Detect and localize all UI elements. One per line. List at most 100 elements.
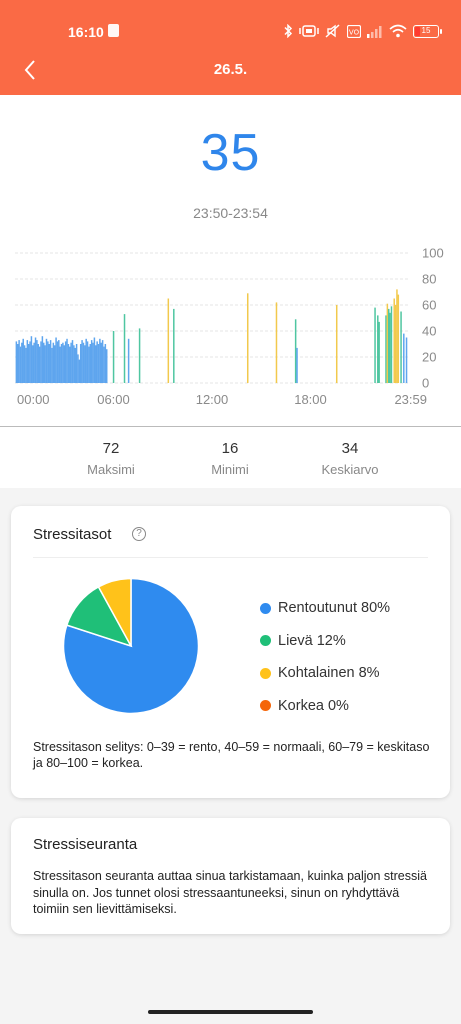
- status-time: 16:10: [68, 24, 104, 40]
- volte-icon: VO: [347, 24, 361, 38]
- chart-bar: [33, 342, 35, 383]
- chart-bar: [45, 338, 48, 383]
- chart-bar: [123, 314, 126, 383]
- chart-bar: [99, 338, 101, 383]
- chart-bar: [25, 347, 27, 383]
- x-tick-label: 23:59: [394, 392, 427, 407]
- chart-bar: [92, 342, 94, 383]
- y-tick-label: 60: [422, 298, 436, 313]
- stress-scale-note: Stressitason selitys: 0–39 = rento, 40–5…: [33, 740, 430, 770]
- chart-bar: [335, 305, 338, 383]
- legend-item-moderate: Kohtalainen 8%: [260, 657, 390, 690]
- chart-bar: [51, 347, 53, 383]
- chart-bar: [30, 336, 33, 383]
- stress-bar-chart[interactable]: 100 80 60 40 20 0 00:00 06:00 12:00 18:00 23:59: [0, 242, 461, 424]
- chart-bar: [82, 342, 85, 383]
- chart-bar: [22, 338, 24, 383]
- y-tick-label: 100: [422, 246, 444, 261]
- chart-bar: [44, 345, 46, 383]
- chart-bar: [67, 344, 70, 383]
- page-title: 26.5.: [213, 61, 248, 78]
- chart-divider: [0, 426, 461, 427]
- legend-label-high: Korkea 0%: [278, 697, 349, 714]
- chart-bar: [41, 336, 44, 383]
- chart-bar: [38, 346, 41, 383]
- svg-text:VO: VO: [349, 28, 360, 36]
- stress-tracking-card: Stressiseuranta Stressitason seuranta au…: [11, 818, 450, 934]
- question-circle-icon[interactable]: ?: [132, 527, 146, 541]
- chart-bar: [37, 344, 40, 383]
- chart-bar: [63, 345, 66, 383]
- chart-bar: [69, 346, 71, 383]
- stats-row: 72 Maksimi 16 Minimi 34 Keskiarvo: [0, 430, 461, 485]
- chart-bar: [59, 346, 61, 383]
- chart-bar: [396, 289, 398, 383]
- chart-bar: [296, 347, 298, 383]
- chart-bar: [58, 340, 60, 383]
- legend-dot-moderate: [260, 667, 271, 679]
- chevron-left-icon[interactable]: [18, 56, 46, 84]
- chart-bar: [393, 298, 395, 383]
- chart-bar: [32, 345, 34, 383]
- app-header: 16:10 VO 15 26.5.: [0, 0, 461, 95]
- chart-bar: [97, 344, 100, 383]
- chart-bar: [27, 344, 30, 383]
- home-indicator[interactable]: [148, 1010, 313, 1014]
- stress-overview: 35 23:50-23:54 100 80 60 40 20 0 00:00 06:00 12:…: [0, 95, 461, 488]
- chart-bar: [405, 337, 408, 383]
- chart-bar: [138, 328, 141, 383]
- chart-bar: [42, 342, 45, 383]
- card-divider: [33, 557, 428, 558]
- wifi-icon: [389, 24, 407, 38]
- stat-max-value: 72: [102, 440, 120, 457]
- chart-bar: [64, 341, 67, 383]
- stress-tracking-title: Stressiseuranta: [33, 836, 138, 853]
- chart-bar: [53, 345, 56, 383]
- chart-bar: [96, 341, 98, 383]
- chart-bar: [21, 342, 23, 383]
- chart-bar: [394, 305, 397, 383]
- chart-bar: [103, 346, 105, 383]
- chart-bar: [16, 344, 19, 383]
- chart-bar: [397, 294, 400, 383]
- legend-label-mild: Lievä 12%: [278, 632, 346, 649]
- legend-dot-high: [260, 700, 271, 712]
- x-tick-label: 18:00: [294, 392, 327, 407]
- chart-bar: [26, 340, 29, 383]
- legend-label-moderate: Kohtalainen 8%: [278, 665, 380, 682]
- chart-bar: [403, 333, 405, 383]
- chart-bar: [55, 337, 57, 383]
- chart-bar: [390, 306, 393, 383]
- chart-bar: [70, 342, 72, 383]
- chart-bar: [104, 344, 107, 383]
- chart-bar: [75, 344, 78, 383]
- x-tick-label: 00:00: [17, 392, 50, 407]
- chart-bar: [93, 337, 96, 383]
- y-tick-label: 20: [422, 350, 436, 365]
- chart-bar: [387, 308, 390, 383]
- chart-bar: [275, 302, 278, 383]
- chart-bar: [48, 344, 50, 383]
- stress-levels-card: Stressitasot ? Rentoutunut 80% Lievä 12%…: [11, 506, 450, 798]
- stat-average: 34 Keskiarvo: [305, 440, 395, 477]
- y-tick-label: 80: [422, 272, 436, 287]
- vibrate-icon: [299, 25, 319, 37]
- stat-min-value: 16: [221, 440, 239, 457]
- chart-bar: [112, 331, 115, 383]
- stress-pie-chart: [63, 578, 199, 714]
- chart-bar: [79, 344, 82, 383]
- chart-bar: [81, 340, 83, 383]
- chart-bar: [127, 338, 130, 383]
- pie-slice: [97, 578, 132, 647]
- chart-bar: [71, 340, 74, 383]
- chart-bar: [246, 293, 249, 383]
- chart-bar: [167, 298, 170, 383]
- chart-bar: [36, 340, 38, 383]
- nav-bar: 26.5.: [0, 50, 461, 90]
- chart-bar: [84, 345, 86, 383]
- pie-slice: [63, 578, 199, 714]
- chart-bar: [73, 345, 75, 383]
- y-tick-label: 40: [422, 324, 436, 339]
- chart-bar: [105, 349, 108, 383]
- selected-time-range: 23:50-23:54: [193, 205, 268, 221]
